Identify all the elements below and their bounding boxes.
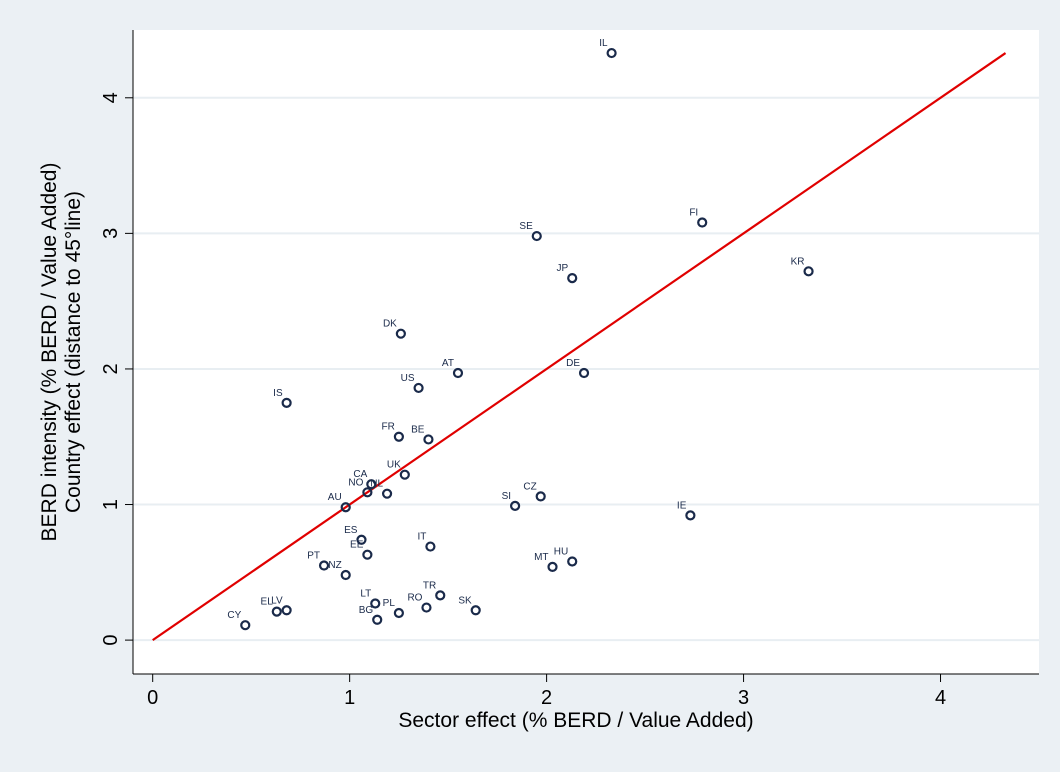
data-point-is [281, 397, 292, 408]
data-point-mt [547, 561, 558, 572]
point-label-il: IL [599, 38, 608, 49]
point-label-bg: BG [359, 605, 374, 616]
point-label-hu: HU [554, 546, 568, 557]
y-axis-ticks: 0 1 2 3 4 [100, 92, 133, 646]
point-label-dk: DK [383, 319, 397, 330]
data-point-no [362, 487, 373, 498]
y-axis-title-line1: BERD intensity (% BERD / Value Added) [38, 163, 61, 542]
point-label-fr: FR [382, 422, 395, 433]
point-label-ro: RO [407, 593, 422, 604]
point-label-au: AU [328, 492, 342, 503]
point-label-at: AT [442, 358, 454, 369]
data-point-kr [803, 266, 814, 277]
point-label-mt: MT [534, 552, 548, 563]
point-label-de: DE [566, 358, 580, 369]
data-point-nz [340, 569, 351, 581]
point-label-si: SI [502, 491, 511, 502]
data-point-es [356, 534, 367, 545]
data-point-jp [567, 273, 578, 284]
x-axis-title: Sector effect (% BERD / Value Added) [398, 709, 753, 732]
point-label-kr: KR [791, 256, 805, 267]
data-point-cz [535, 491, 546, 502]
data-point-lv [281, 605, 292, 616]
point-label-pt: PT [307, 551, 320, 562]
x-axis-ticks: 0 1 2 3 4 [147, 674, 946, 709]
point-label-se: SE [519, 221, 533, 232]
point-label-ca: CA [353, 469, 367, 480]
point-label-fi: FI [689, 208, 698, 219]
data-point-bg [372, 614, 383, 625]
point-label-cz: CZ [523, 481, 536, 492]
data-point-ro [421, 602, 432, 613]
data-point-dk [395, 328, 406, 339]
data-point-uk [399, 469, 410, 480]
data-point-si [509, 500, 521, 511]
point-label-uk: UK [387, 460, 401, 471]
point-label-es: ES [344, 525, 358, 536]
data-point-fr [393, 431, 404, 442]
point-label-is: IS [273, 388, 283, 399]
x-tick-label: 3 [738, 687, 749, 709]
data-point-ie [685, 510, 696, 521]
x-tick-label: 4 [935, 687, 946, 709]
data-point-nl [381, 488, 393, 499]
data-point-be [423, 434, 434, 445]
point-label-pl: PL [383, 598, 396, 609]
data-point-tr [435, 590, 446, 601]
x-tick-label: 2 [541, 687, 552, 709]
data-point-cy [240, 620, 251, 631]
point-label-tr: TR [423, 580, 436, 591]
data-point-us [413, 382, 424, 394]
point-label-no: NO [348, 477, 363, 488]
data-point-el [271, 606, 282, 617]
data-point-il [606, 47, 617, 59]
point-label-lv: LV [271, 595, 283, 606]
data-point-at [452, 367, 464, 379]
point-label-it: IT [418, 532, 427, 543]
data-point-au [340, 502, 351, 513]
data-point-hu [567, 556, 578, 567]
data-point-it [425, 541, 436, 552]
point-label-jp: JP [557, 263, 569, 274]
point-label-el: EL [261, 597, 274, 608]
x-tick-label: 1 [344, 687, 355, 709]
y-axis-title-line2: Country effect (distance to 45°line) [62, 191, 85, 513]
data-point-fi [697, 217, 708, 228]
x-tick-label: 0 [147, 687, 158, 709]
point-label-ee: EE [350, 540, 364, 551]
data-point-sk [470, 605, 481, 616]
point-label-be: BE [411, 424, 425, 435]
point-label-nl: NL [370, 479, 383, 490]
y-tick-label: 4 [100, 92, 122, 103]
y-tick-label: 2 [100, 363, 122, 374]
plot-area [133, 30, 1039, 674]
point-label-sk: SK [458, 595, 472, 606]
data-point-ee [362, 549, 373, 560]
point-label-nz: NZ [328, 560, 341, 571]
data-point-pl [393, 607, 404, 619]
y-tick-label: 0 [100, 635, 122, 646]
data-point-pt [318, 560, 330, 571]
point-label-cy: CY [227, 610, 241, 621]
data-point-de [578, 367, 590, 379]
y-tick-label: 3 [100, 228, 122, 239]
y-tick-label: 1 [100, 499, 122, 510]
data-point-lt [370, 598, 381, 609]
reference-line-45deg [152, 52, 1007, 642]
point-label-lt: LT [360, 588, 371, 599]
data-point-se [531, 230, 542, 242]
point-label-ie: IE [677, 500, 687, 511]
point-label-us: US [401, 373, 415, 384]
data-point-ca [366, 479, 377, 490]
